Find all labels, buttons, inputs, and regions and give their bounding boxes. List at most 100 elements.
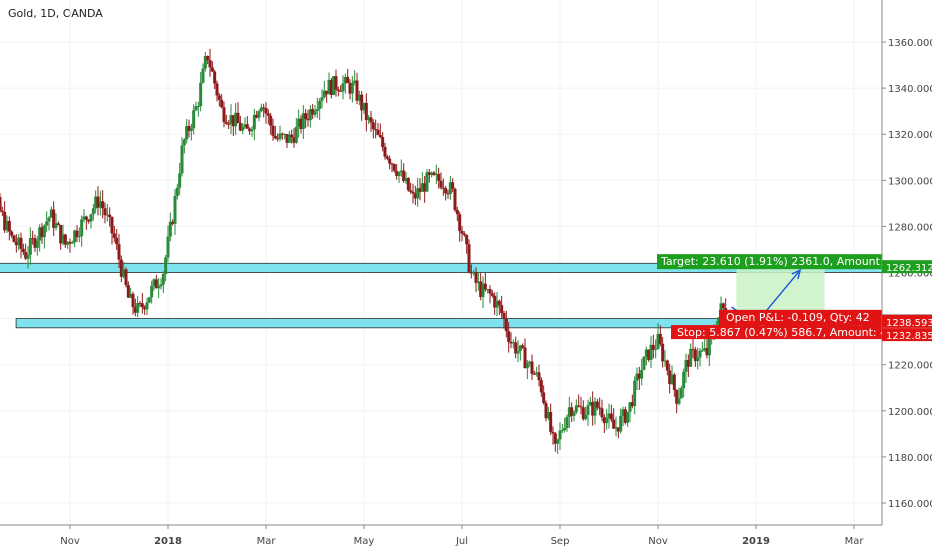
candle-body[interactable] — [392, 164, 396, 171]
candle-body[interactable] — [166, 236, 170, 258]
candle-body[interactable] — [147, 297, 151, 303]
candle-body[interactable] — [595, 401, 599, 408]
candle-body[interactable] — [647, 349, 651, 360]
candle-body[interactable] — [696, 357, 700, 362]
candle-body[interactable] — [215, 83, 219, 96]
candle-body[interactable] — [255, 114, 259, 118]
candle-body[interactable] — [397, 172, 401, 176]
candle-body[interactable] — [469, 271, 473, 274]
candle-body[interactable] — [243, 124, 247, 128]
candle-body[interactable] — [504, 319, 508, 332]
candle-body[interactable] — [77, 236, 81, 238]
candle-body[interactable] — [565, 416, 569, 429]
candle-body[interactable] — [402, 170, 406, 182]
candle-body[interactable] — [621, 409, 625, 416]
candle-body[interactable] — [17, 237, 21, 246]
candle-body[interactable] — [0, 197, 2, 211]
candle-body[interactable] — [98, 201, 102, 208]
candle-body[interactable] — [199, 82, 203, 107]
candle-body[interactable] — [14, 241, 18, 246]
candle-body[interactable] — [26, 254, 30, 259]
candle-body[interactable] — [136, 303, 140, 313]
candle-body[interactable] — [717, 317, 721, 332]
candle-body[interactable] — [322, 90, 326, 98]
candle-body[interactable] — [103, 208, 107, 216]
candle-body[interactable] — [262, 107, 266, 109]
candle-body[interactable] — [248, 128, 252, 132]
candle-body[interactable] — [649, 344, 653, 360]
candle-body[interactable] — [257, 111, 261, 118]
candle-body[interactable] — [577, 405, 581, 407]
candle-body[interactable] — [117, 244, 121, 260]
candle-body[interactable] — [84, 216, 88, 220]
candle-body[interactable] — [462, 233, 466, 236]
candle-body[interactable] — [231, 115, 235, 127]
candle-body[interactable] — [614, 427, 618, 429]
candle-body[interactable] — [395, 170, 399, 176]
candle-body[interactable] — [66, 241, 70, 245]
candle-body[interactable] — [488, 289, 492, 294]
candle-body[interactable] — [70, 242, 74, 244]
candle-body[interactable] — [521, 345, 525, 348]
candle-body[interactable] — [3, 212, 7, 231]
candle-body[interactable] — [444, 188, 448, 194]
candle-body[interactable] — [63, 234, 67, 245]
candle-body[interactable] — [413, 193, 417, 199]
candle-body[interactable] — [560, 430, 564, 432]
candle-body[interactable] — [551, 431, 555, 434]
candle-body[interactable] — [514, 342, 518, 354]
candle-body[interactable] — [250, 129, 254, 132]
candle-body[interactable] — [460, 230, 464, 234]
candle-body[interactable] — [350, 82, 354, 94]
candle-body[interactable] — [308, 109, 312, 121]
candle-body[interactable] — [332, 76, 336, 95]
candle-body[interactable] — [5, 220, 9, 231]
candle-body[interactable] — [108, 214, 112, 218]
candle-body[interactable] — [700, 350, 704, 352]
candle-body[interactable] — [229, 115, 233, 125]
candle-body[interactable] — [500, 305, 504, 314]
candle-body[interactable] — [663, 360, 667, 362]
candle-body[interactable] — [119, 259, 123, 277]
candle-body[interactable] — [362, 102, 366, 111]
candle-body[interactable] — [703, 348, 707, 351]
candle-body[interactable] — [628, 402, 632, 412]
candle-body[interactable] — [383, 146, 387, 157]
candle-body[interactable] — [12, 235, 16, 242]
candle-body[interactable] — [201, 68, 205, 83]
candle-body[interactable] — [518, 345, 522, 351]
candle-body[interactable] — [439, 180, 443, 188]
candle-body[interactable] — [570, 407, 574, 416]
candle-body[interactable] — [178, 173, 182, 188]
candle-body[interactable] — [721, 303, 725, 309]
candle-body[interactable] — [82, 216, 86, 220]
candle-body[interactable] — [236, 112, 240, 124]
candle-body[interactable] — [546, 411, 550, 419]
candle-body[interactable] — [42, 225, 46, 238]
candle-body[interactable] — [278, 133, 282, 139]
candle-body[interactable] — [61, 234, 65, 244]
candle-body[interactable] — [689, 348, 693, 367]
candle-body[interactable] — [406, 178, 410, 191]
candle-body[interactable] — [404, 178, 408, 182]
candle-body[interactable] — [640, 369, 644, 379]
candle-body[interactable] — [287, 134, 291, 143]
candle-body[interactable] — [453, 188, 457, 210]
candle-body[interactable] — [269, 115, 273, 126]
candle-body[interactable] — [563, 428, 567, 431]
candle-body[interactable] — [679, 388, 683, 399]
candle-body[interactable] — [273, 135, 277, 139]
candle-body[interactable] — [222, 107, 226, 123]
candle-body[interactable] — [339, 90, 343, 92]
candle-body[interactable] — [574, 405, 578, 413]
candle-body[interactable] — [101, 201, 105, 209]
candle-body[interactable] — [607, 413, 611, 419]
candle-body[interactable] — [446, 193, 450, 195]
candle-body[interactable] — [203, 56, 207, 69]
candle-body[interactable] — [537, 372, 541, 381]
candle-body[interactable] — [21, 248, 25, 253]
candle-body[interactable] — [159, 284, 163, 287]
candle-body[interactable] — [320, 97, 324, 101]
candle-body[interactable] — [507, 331, 511, 342]
candle-body[interactable] — [150, 285, 154, 298]
